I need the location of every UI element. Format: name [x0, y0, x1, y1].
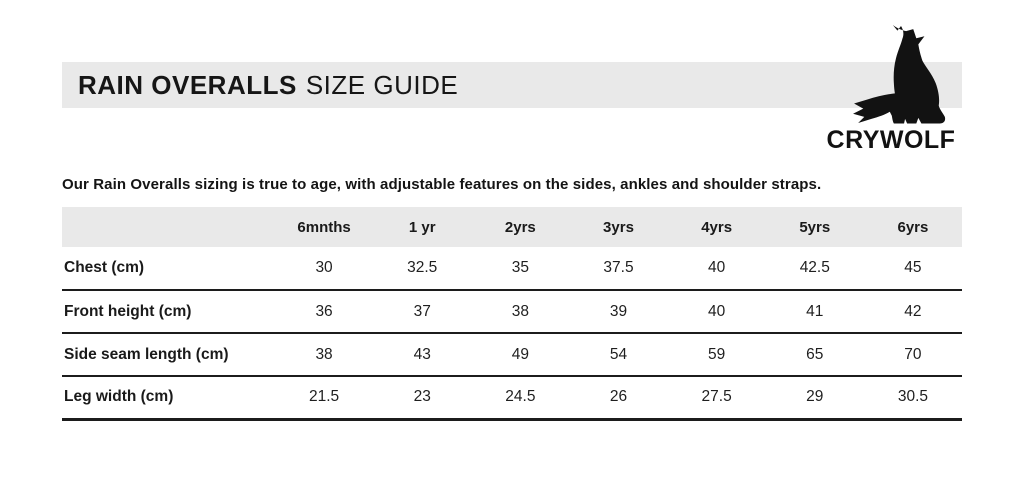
title-banner: RAIN OVERALLS SIZE GUIDE — [62, 62, 962, 108]
size-value: 59 — [708, 345, 726, 363]
size-value: 45 — [904, 259, 922, 276]
wolf-howling-icon — [853, 25, 946, 124]
size-table-row: Leg width (cm) 21.5 23 24.5 26 27.5 29 30.5 — [62, 376, 962, 419]
size-table-row: Chest (cm) 30 32.5 35 37.5 40 42.5 45 — [62, 247, 962, 290]
row-label: Side seam length (cm) — [64, 345, 229, 363]
intro-text: Our Rain Overalls sizing is true to age,… — [62, 176, 822, 193]
size-table-header-row: 6mnths 1 yr 2yrs 3yrs 4yrs 5yrs 6yrs — [62, 207, 962, 247]
page-title: RAIN OVERALLS SIZE GUIDE — [78, 70, 458, 101]
size-value: 42.5 — [799, 259, 830, 276]
size-value: 38 — [315, 345, 333, 363]
age-column-header: 4yrs — [701, 218, 733, 236]
size-value: 37.5 — [603, 259, 634, 276]
size-value: 21.5 — [308, 388, 340, 406]
size-value: 37 — [413, 302, 431, 320]
size-value: 26 — [609, 388, 628, 406]
size-value: 36 — [315, 302, 333, 320]
page-title-main: RAIN OVERALLS — [78, 69, 297, 100]
size-value: 43 — [413, 345, 431, 363]
brand-name: CRYWOLF — [826, 126, 956, 154]
size-table-row: Front height (cm) 36 37 38 39 40 41 42 — [62, 290, 962, 333]
size-value: 27.5 — [701, 388, 732, 406]
size-value: 30.5 — [897, 388, 928, 406]
size-value: 42 — [904, 302, 922, 320]
row-label: Leg width (cm) — [64, 388, 174, 406]
age-column-header: 6mnths — [297, 218, 351, 236]
size-table-head: 6mnths 1 yr 2yrs 3yrs 4yrs 5yrs 6yrs — [62, 207, 962, 247]
size-value: 29 — [806, 388, 824, 406]
size-value: 41 — [806, 302, 824, 320]
size-value: 30 — [315, 259, 333, 276]
age-column-header: 2yrs — [504, 218, 536, 236]
age-column-header: 6yrs — [897, 218, 929, 236]
age-column-header: 3yrs — [603, 218, 634, 236]
size-value: 54 — [609, 345, 628, 363]
page-title-sub: SIZE GUIDE — [305, 69, 459, 100]
measurement-column-header — [62, 207, 275, 247]
size-value: 35 — [511, 259, 529, 276]
size-table-row: Side seam length (cm) 38 43 49 54 59 65 70 — [62, 333, 962, 376]
size-value: 40 — [708, 302, 726, 320]
size-value: 70 — [904, 345, 922, 363]
age-column-header: 1 yr — [408, 218, 436, 236]
row-label: Chest (cm) — [64, 259, 145, 276]
size-value: 38 — [511, 302, 529, 320]
size-value: 32.5 — [407, 259, 438, 276]
size-value: 23 — [413, 388, 431, 406]
size-table: 6mnths 1 yr 2yrs 3yrs 4yrs 5yrs 6yrs Chest (cm… — [62, 207, 962, 421]
size-value: 65 — [806, 345, 824, 363]
size-value: 24.5 — [505, 388, 536, 406]
size-value: 40 — [708, 259, 726, 276]
size-table-body: Chest (cm) 30 32.5 35 37.5 40 42.5 45 Front heig… — [62, 247, 962, 419]
row-label: Front height (cm) — [64, 302, 192, 320]
age-column-header: 5yrs — [799, 218, 831, 236]
size-value: 49 — [511, 345, 529, 363]
size-value: 39 — [609, 302, 628, 320]
